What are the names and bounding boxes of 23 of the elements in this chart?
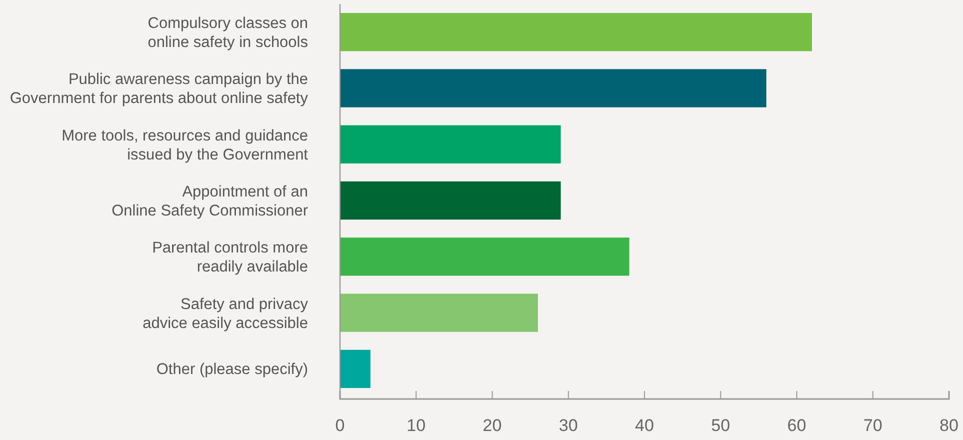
x-tick-label: 30 [558, 416, 578, 436]
x-tick-label: 40 [635, 416, 654, 436]
x-tick-label: 50 [711, 416, 730, 436]
y-tick-label: More tools, resources and guidance issued by the Government [62, 127, 309, 164]
y-tick-label: Compulsory classes on online safety in schools [148, 15, 308, 52]
bar [340, 350, 370, 388]
y-tick-label: Safety and privacy advice easily accessible [142, 296, 308, 332]
x-tick-label: 80 [940, 416, 958, 436]
bar [340, 69, 766, 108]
bar [340, 125, 561, 164]
y-tick-label: Appointment of an Online Safety Commissioner [112, 184, 308, 220]
x-tick-label: 70 [863, 416, 882, 436]
bar [340, 12, 812, 52]
x-tick-label: 20 [482, 416, 502, 436]
x-tick-label: 10 [406, 416, 426, 436]
y-tick-label: Parental controls more readily available [152, 240, 308, 276]
x-tick-label: 60 [787, 416, 806, 436]
y-tick-label: Other (please specify) [156, 360, 308, 378]
bar [340, 238, 630, 276]
bar [340, 294, 538, 332]
x-tick-label: 0 [335, 416, 345, 436]
bar [340, 181, 561, 220]
y-tick-label: Public awareness campaign by the Government for parents about online safety [10, 71, 308, 108]
